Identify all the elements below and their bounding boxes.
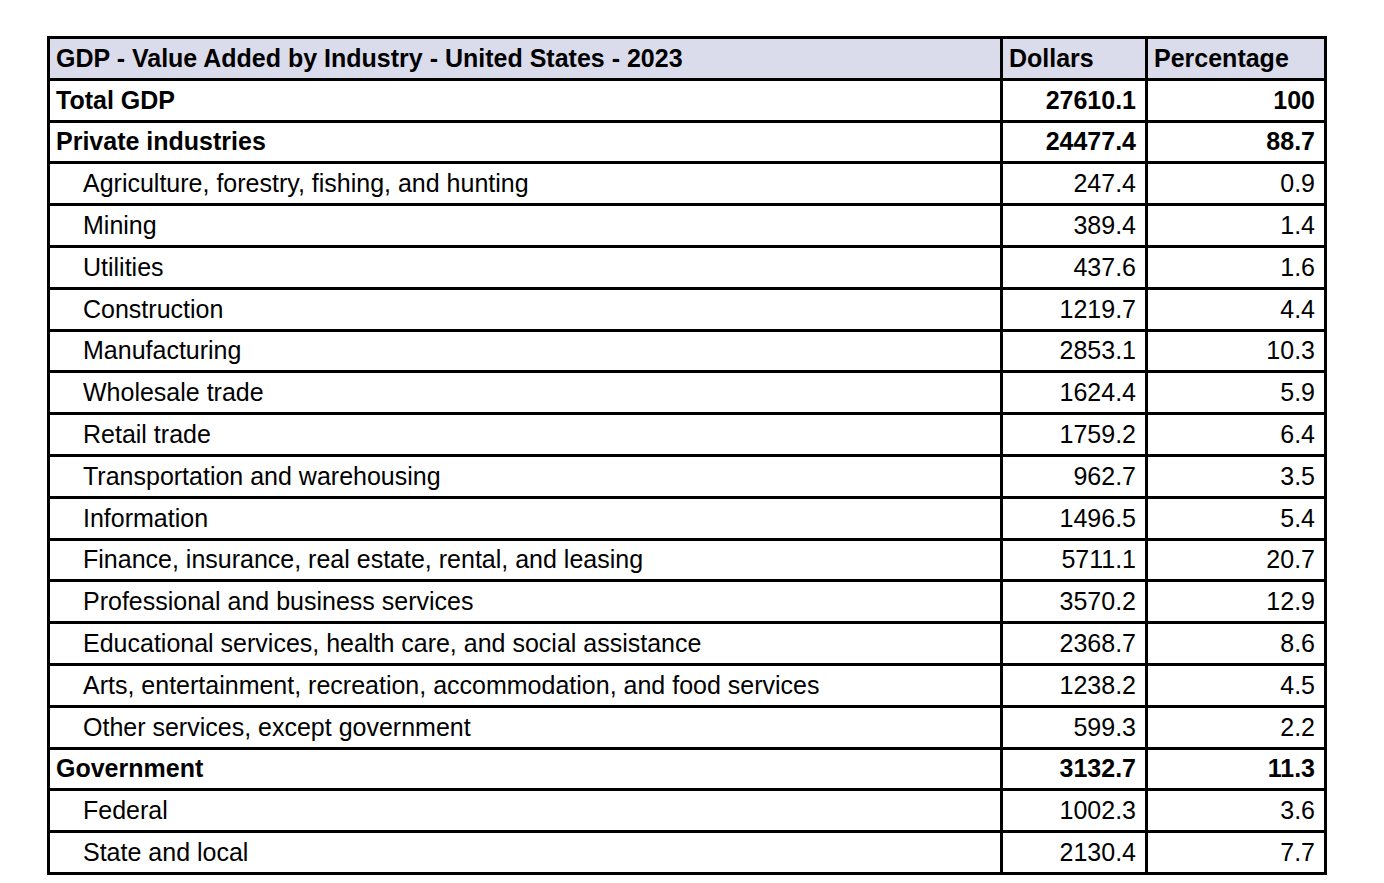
industry-label: Government (49, 748, 1002, 790)
industry-label: Other services, except government (49, 706, 1002, 748)
table-row: Total GDP27610.1100 (49, 79, 1326, 121)
industry-label: Arts, entertainment, recreation, accommo… (49, 664, 1002, 706)
industry-label: Utilities (49, 246, 1002, 288)
dollars-value: 599.3 (1002, 706, 1147, 748)
table-row: Wholesale trade1624.45.9 (49, 372, 1326, 414)
industry-label: Finance, insurance, real estate, rental,… (49, 539, 1002, 581)
percentage-value: 5.4 (1147, 497, 1326, 539)
percentage-value: 10.3 (1147, 330, 1326, 372)
industry-label: Mining (49, 205, 1002, 247)
column-header-dollars: Dollars (1002, 38, 1147, 80)
dollars-value: 1002.3 (1002, 790, 1147, 832)
dollars-value: 3132.7 (1002, 748, 1147, 790)
percentage-value: 1.6 (1147, 246, 1326, 288)
dollars-value: 389.4 (1002, 205, 1147, 247)
percentage-value: 3.5 (1147, 455, 1326, 497)
dollars-value: 27610.1 (1002, 79, 1147, 121)
table-row: Construction1219.74.4 (49, 288, 1326, 330)
dollars-value: 2853.1 (1002, 330, 1147, 372)
industry-label: Information (49, 497, 1002, 539)
table-row: Private industries24477.488.7 (49, 121, 1326, 163)
column-header-percentage: Percentage (1147, 38, 1326, 80)
table-row: Retail trade1759.26.4 (49, 414, 1326, 456)
percentage-value: 6.4 (1147, 414, 1326, 456)
dollars-value: 5711.1 (1002, 539, 1147, 581)
table-row: Federal1002.33.6 (49, 790, 1326, 832)
table-row: State and local2130.47.7 (49, 832, 1326, 874)
percentage-value: 4.4 (1147, 288, 1326, 330)
percentage-value: 5.9 (1147, 372, 1326, 414)
industry-label: Educational services, health care, and s… (49, 623, 1002, 665)
table-title: GDP - Value Added by Industry - United S… (49, 38, 1002, 80)
percentage-value: 0.9 (1147, 163, 1326, 205)
table-row: Transportation and warehousing962.73.5 (49, 455, 1326, 497)
percentage-value: 1.4 (1147, 205, 1326, 247)
industry-label: Professional and business services (49, 581, 1002, 623)
industry-label: Retail trade (49, 414, 1002, 456)
percentage-value: 2.2 (1147, 706, 1326, 748)
dollars-value: 3570.2 (1002, 581, 1147, 623)
industry-label: Total GDP (49, 79, 1002, 121)
dollars-value: 2130.4 (1002, 832, 1147, 874)
dollars-value: 1238.2 (1002, 664, 1147, 706)
table-body: Total GDP27610.1100Private industries244… (49, 79, 1326, 873)
table-row: Professional and business services3570.2… (49, 581, 1326, 623)
dollars-value: 962.7 (1002, 455, 1147, 497)
industry-label: Transportation and warehousing (49, 455, 1002, 497)
table-row: Mining389.41.4 (49, 205, 1326, 247)
dollars-value: 2368.7 (1002, 623, 1147, 665)
gdp-value-added-table: GDP - Value Added by Industry - United S… (47, 36, 1327, 875)
percentage-value: 4.5 (1147, 664, 1326, 706)
table-row: Finance, insurance, real estate, rental,… (49, 539, 1326, 581)
percentage-value: 12.9 (1147, 581, 1326, 623)
table-header-row: GDP - Value Added by Industry - United S… (49, 38, 1326, 80)
percentage-value: 3.6 (1147, 790, 1326, 832)
industry-label: Federal (49, 790, 1002, 832)
table-row: Other services, except government599.32.… (49, 706, 1326, 748)
percentage-value: 100 (1147, 79, 1326, 121)
table-row: Agriculture, forestry, fishing, and hunt… (49, 163, 1326, 205)
percentage-value: 20.7 (1147, 539, 1326, 581)
percentage-value: 88.7 (1147, 121, 1326, 163)
table-row: Utilities437.61.6 (49, 246, 1326, 288)
percentage-value: 8.6 (1147, 623, 1326, 665)
percentage-value: 7.7 (1147, 832, 1326, 874)
dollars-value: 1759.2 (1002, 414, 1147, 456)
industry-label: Construction (49, 288, 1002, 330)
industry-label: Private industries (49, 121, 1002, 163)
table-row: Educational services, health care, and s… (49, 623, 1326, 665)
table-row: Government3132.711.3 (49, 748, 1326, 790)
dollars-value: 24477.4 (1002, 121, 1147, 163)
dollars-value: 1219.7 (1002, 288, 1147, 330)
industry-label: Manufacturing (49, 330, 1002, 372)
industry-label: Wholesale trade (49, 372, 1002, 414)
dollars-value: 437.6 (1002, 246, 1147, 288)
table-row: Information1496.55.4 (49, 497, 1326, 539)
table-row: Manufacturing2853.110.3 (49, 330, 1326, 372)
industry-label: Agriculture, forestry, fishing, and hunt… (49, 163, 1002, 205)
dollars-value: 1624.4 (1002, 372, 1147, 414)
dollars-value: 1496.5 (1002, 497, 1147, 539)
percentage-value: 11.3 (1147, 748, 1326, 790)
industry-label: State and local (49, 832, 1002, 874)
table-row: Arts, entertainment, recreation, accommo… (49, 664, 1326, 706)
dollars-value: 247.4 (1002, 163, 1147, 205)
